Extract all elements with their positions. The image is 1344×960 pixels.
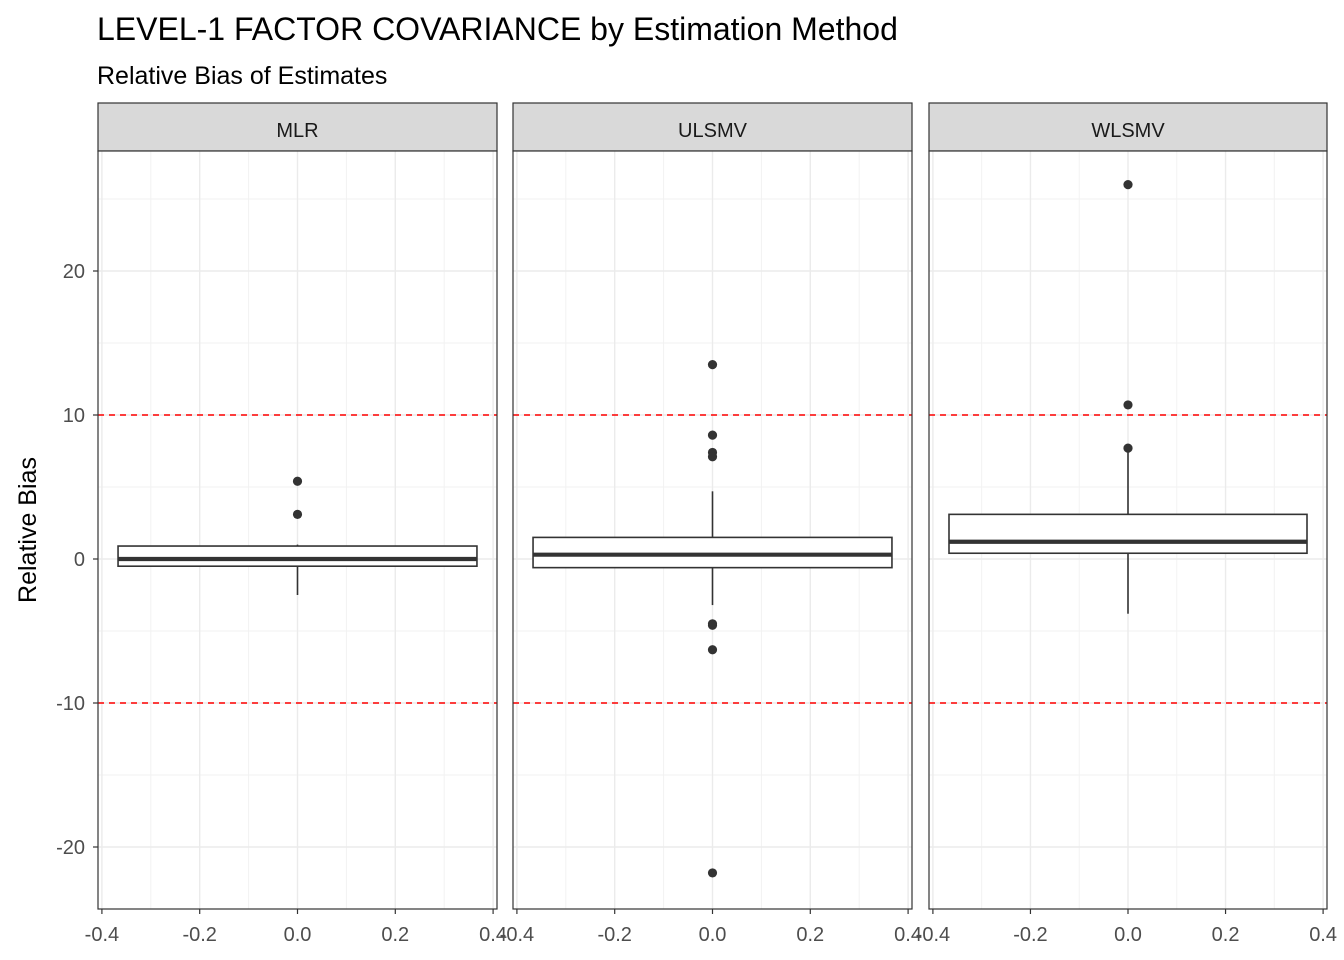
x-tick-label: 0.2 xyxy=(796,924,824,946)
y-tick-label: 20 xyxy=(63,261,85,283)
x-tick-label: 0.0 xyxy=(1114,924,1142,946)
y-tick-label: -10 xyxy=(56,693,85,715)
x-tick-label: -0.4 xyxy=(916,924,950,946)
y-tick-label: 10 xyxy=(63,405,85,427)
x-tick-label: 0.4 xyxy=(1309,924,1337,946)
x-tick-label: 0.2 xyxy=(381,924,409,946)
outlier-point xyxy=(707,360,718,370)
box xyxy=(532,536,893,569)
outlier-point xyxy=(1123,180,1133,190)
facets: MLR -0.4 -0.2 0.0 0.2 0.4 ULSMV -0.4 -0.2 0.0 0.2 0… xyxy=(85,102,1337,946)
x-tick-label: 0.4 xyxy=(479,924,507,946)
facet-strip-label: MLR xyxy=(276,120,318,142)
y-tick-label: -20 xyxy=(56,837,85,859)
facet-panel-mlr: MLR -0.4 -0.2 0.0 0.2 0.4 xyxy=(85,102,507,946)
outlier-point xyxy=(1123,443,1133,453)
facet-strip-label: WLSMV xyxy=(1091,120,1165,142)
outlier-point xyxy=(707,430,718,440)
x-tick-label: -0.4 xyxy=(85,924,119,946)
x-tick-label: 0.2 xyxy=(1212,924,1240,946)
x-tick-label: 0.0 xyxy=(699,924,727,946)
x-tick-label: 0.0 xyxy=(284,924,312,946)
x-tick-label: -0.2 xyxy=(1013,924,1047,946)
outlier-point xyxy=(707,620,718,630)
facet-panel-wlsmv: WLSMV -0.4 -0.2 0.0 0.2 0.4 xyxy=(916,102,1337,946)
chart-title: LEVEL-1 FACTOR COVARIANCE by Estimation … xyxy=(97,11,898,47)
facet-strip xyxy=(928,102,1328,152)
y-tick-label: 0 xyxy=(74,549,85,571)
outlier-point xyxy=(1123,400,1133,410)
box xyxy=(117,545,478,567)
outlier-point xyxy=(707,868,718,878)
outlier-point xyxy=(707,452,718,462)
x-tick-label: -0.2 xyxy=(597,924,631,946)
x-tick-label: 0.4 xyxy=(894,924,922,946)
outlier-point xyxy=(292,476,303,486)
outlier-point xyxy=(707,645,718,655)
y-axis-label: Relative Bias xyxy=(14,457,42,603)
x-tick-label: -0.2 xyxy=(182,924,216,946)
facet-strip xyxy=(97,102,498,152)
outlier-point xyxy=(292,509,303,519)
facet-panel-ulsmv: ULSMV -0.4 -0.2 0.0 0.2 0.4 xyxy=(500,102,922,946)
box xyxy=(948,513,1308,555)
chart-subtitle: Relative Bias of Estimates xyxy=(97,62,387,90)
facet-strip xyxy=(512,102,913,152)
y-axis: -20 -10 0 10 20 xyxy=(56,261,98,859)
x-tick-label: -0.4 xyxy=(500,924,534,946)
facet-strip-label: ULSMV xyxy=(678,120,748,142)
